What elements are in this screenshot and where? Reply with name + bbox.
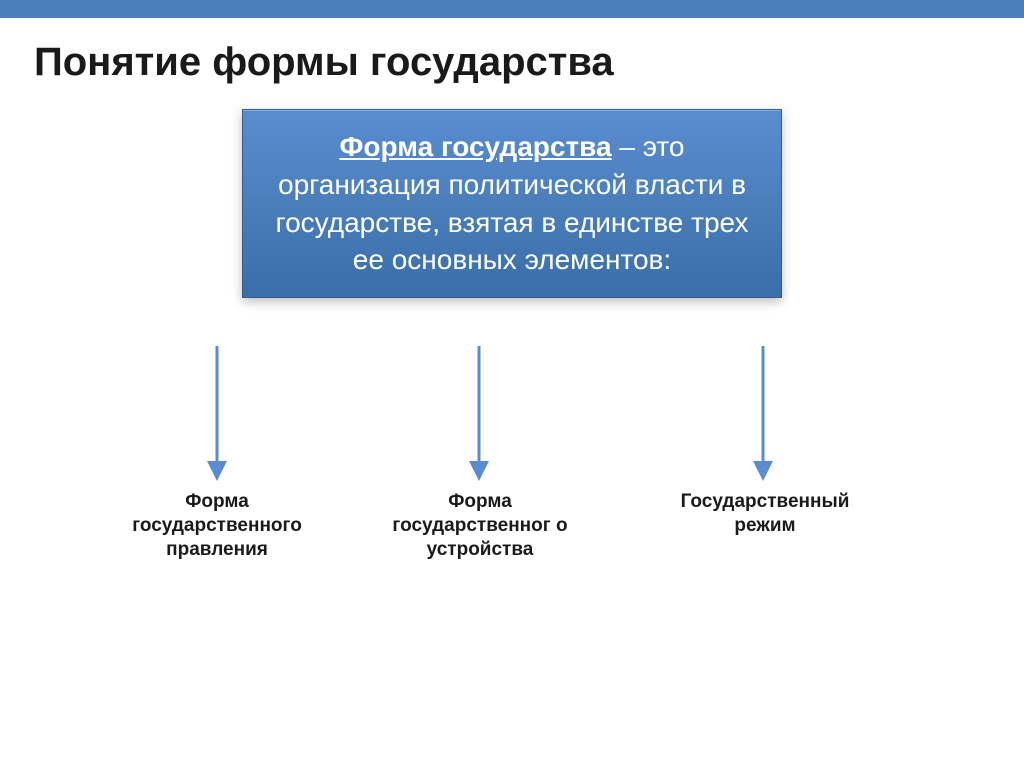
definition-box: Форма государства – это организация поли… xyxy=(242,109,782,298)
child-label-1: Форма государственного правления xyxy=(112,490,322,561)
child-label-2: Форма государственног о устройства xyxy=(375,490,585,561)
arrow-3 xyxy=(753,346,773,481)
page-title: Понятие формы государства xyxy=(0,18,1024,85)
top-accent-bar xyxy=(0,0,1024,18)
definition-text: Форма государства – это организация поли… xyxy=(267,128,757,279)
arrow-1 xyxy=(207,346,227,481)
child-label-3: Государственный режим xyxy=(660,490,870,538)
arrows-container xyxy=(0,346,1024,486)
definition-term: Форма государства xyxy=(340,131,612,162)
arrow-2 xyxy=(469,346,489,481)
